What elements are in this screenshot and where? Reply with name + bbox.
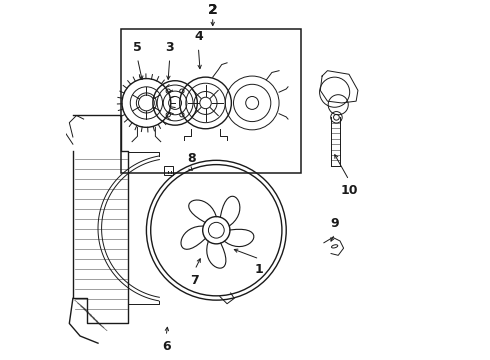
Text: 5: 5	[133, 41, 142, 54]
Text: 3: 3	[166, 41, 174, 54]
Text: 8: 8	[187, 152, 196, 165]
Text: 1: 1	[255, 263, 264, 276]
Text: 7: 7	[191, 274, 199, 287]
Text: 6: 6	[162, 340, 171, 353]
Polygon shape	[73, 298, 98, 323]
Bar	[122, 30, 300, 173]
Text: 2: 2	[208, 3, 218, 17]
Bar	[164, 166, 173, 175]
Text: 10: 10	[340, 184, 358, 197]
Text: 4: 4	[194, 30, 203, 43]
Text: 2: 2	[208, 3, 218, 17]
Text: 9: 9	[330, 217, 339, 230]
